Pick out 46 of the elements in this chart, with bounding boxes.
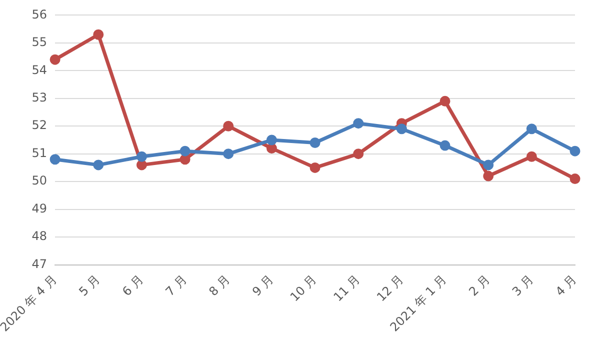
y-tick-label: 47 (32, 256, 48, 271)
point (570, 174, 580, 184)
y-tick-label: 48 (32, 229, 48, 244)
x-tick-label: 5 月 (76, 272, 103, 299)
point (526, 124, 537, 134)
point (180, 146, 190, 156)
point (223, 148, 234, 160)
x-tick-label: 7 月 (162, 272, 190, 299)
point (50, 154, 60, 165)
point (266, 134, 277, 146)
y-tick-label: 55 (32, 35, 48, 50)
point (93, 160, 104, 170)
point (180, 154, 190, 165)
y-tick-label: 54 (32, 62, 48, 77)
y-tick-label: 49 (32, 201, 48, 216)
point (440, 96, 450, 106)
point (136, 151, 147, 162)
x-tick-label: 12 月 (374, 272, 406, 304)
point (223, 120, 234, 132)
point (310, 162, 320, 173)
point (310, 138, 320, 148)
point (483, 160, 494, 170)
y-tick-label: 56 (32, 7, 48, 22)
y-tick-label: 52 (32, 118, 48, 132)
point (93, 29, 104, 40)
y-tick-label: 53 (32, 90, 48, 105)
x-tick-label: 10 月 (287, 272, 320, 304)
x-tick-label: 11 月 (330, 272, 363, 304)
point (570, 146, 580, 156)
x-tick-label: 4 月 (552, 272, 580, 299)
x-tick-label: 9 月 (250, 272, 276, 299)
y-tick-label: 51 (32, 146, 48, 160)
point (266, 143, 277, 154)
point (440, 140, 450, 151)
x-tick-label: 6 月 (120, 272, 146, 299)
point (136, 160, 147, 170)
point (526, 151, 537, 162)
y-tick-label: 50 (32, 174, 48, 188)
point (396, 124, 407, 134)
x-tick-label: 2 月 (466, 272, 493, 299)
x-tick-label: 8 月 (206, 272, 233, 299)
point (353, 118, 364, 129)
point (353, 148, 364, 160)
point (483, 170, 494, 182)
point (50, 54, 60, 65)
x-tick-label: 3 月 (510, 272, 536, 299)
